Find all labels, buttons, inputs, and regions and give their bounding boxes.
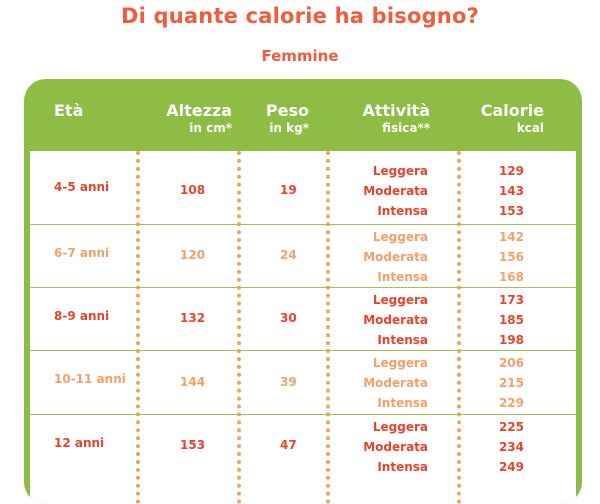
activity-cell: Leggera Moderata Intensa <box>350 290 428 350</box>
activity-intense: Intensa <box>377 460 428 474</box>
age-cell: 6-7 anni <box>54 246 110 260</box>
header-weight: Peso in kg* <box>249 101 309 136</box>
calories-intense: 153 <box>498 204 524 218</box>
weight-cell: 30 <box>280 311 297 325</box>
calories-intense: 229 <box>498 396 524 410</box>
height-cell: 144 <box>180 375 206 389</box>
weight-cell: 47 <box>280 438 297 452</box>
row-separator <box>30 287 576 288</box>
activity-light: Leggera <box>372 356 428 370</box>
calories-intense: 168 <box>498 270 524 284</box>
row-separator <box>30 224 576 225</box>
calories-cell: 206 215 229 <box>486 353 524 413</box>
header-age-label: Età <box>54 101 84 120</box>
activity-intense: Intensa <box>377 204 428 218</box>
calories-light: 206 <box>498 356 524 370</box>
header-calories: Calorie kcal <box>466 101 544 136</box>
activity-light: Leggera <box>372 164 428 178</box>
header-calories-label: Calorie <box>480 101 544 120</box>
weight-cell: 24 <box>280 248 297 262</box>
age-cell: 8-9 anni <box>54 309 110 323</box>
calories-light: 225 <box>498 420 524 434</box>
calories-cell: 129 143 153 <box>486 161 524 221</box>
height-cell: 132 <box>180 311 206 325</box>
header-weight-label: Peso <box>265 101 309 120</box>
column-divider <box>136 151 140 504</box>
header-height-label: Altezza <box>166 101 232 120</box>
calorie-table: Età Altezza in cm* Peso in kg* Attività … <box>24 79 582 504</box>
column-divider <box>457 151 461 504</box>
activity-moderate: Moderata <box>363 250 428 264</box>
activity-intense: Intensa <box>377 270 428 284</box>
calories-cell: 173 185 198 <box>486 290 524 350</box>
activity-cell: Leggera Moderata Intensa <box>350 353 428 413</box>
calories-moderate: 215 <box>498 376 524 390</box>
calories-intense: 249 <box>498 460 524 474</box>
height-cell: 120 <box>180 248 206 262</box>
header-activity: Attività fisica** <box>344 101 430 136</box>
activity-moderate: Moderata <box>363 184 428 198</box>
page-subtitle: Femmine <box>261 47 339 65</box>
column-divider <box>237 151 241 504</box>
table-body: 4-5 anni 108 19 Leggera Moderata Intensa… <box>30 151 576 504</box>
activity-light: Leggera <box>372 230 428 244</box>
header-calories-unit: kcal <box>516 121 544 135</box>
page-title: Di quante calorie ha bisogno? <box>121 4 479 28</box>
weight-cell: 39 <box>280 375 297 389</box>
activity-cell: Leggera Moderata Intensa <box>350 161 428 221</box>
calories-moderate: 156 <box>498 250 524 264</box>
activity-intense: Intensa <box>377 333 428 347</box>
activity-light: Leggera <box>372 293 428 307</box>
calories-moderate: 185 <box>498 313 524 327</box>
activity-moderate: Moderata <box>363 313 428 327</box>
header-activity-unit: fisica** <box>382 121 430 135</box>
height-cell: 153 <box>180 438 206 452</box>
age-cell: 12 anni <box>54 436 105 450</box>
activity-moderate: Moderata <box>363 376 428 390</box>
calories-light: 129 <box>498 164 524 178</box>
weight-cell: 19 <box>280 183 297 197</box>
calories-cell: 142 156 168 <box>486 227 524 287</box>
age-cell: 4-5 anni <box>54 180 110 194</box>
calories-moderate: 143 <box>498 184 524 198</box>
activity-cell: Leggera Moderata Intensa <box>350 417 428 477</box>
age-cell: 10-11 anni <box>54 372 126 386</box>
activity-light: Leggera <box>372 420 428 434</box>
header-height: Altezza in cm* <box>150 101 232 136</box>
header-age: Età <box>54 101 83 121</box>
header-height-unit: in cm* <box>189 121 232 135</box>
calories-moderate: 234 <box>498 440 524 454</box>
table-header: Età Altezza in cm* Peso in kg* Attività … <box>24 79 582 151</box>
column-divider <box>326 151 330 504</box>
header-activity-label: Attività <box>362 101 430 120</box>
calories-light: 173 <box>498 293 524 307</box>
activity-cell: Leggera Moderata Intensa <box>350 227 428 287</box>
calories-intense: 198 <box>498 333 524 347</box>
calories-light: 142 <box>498 230 524 244</box>
row-separator <box>30 414 576 415</box>
row-separator <box>30 350 576 351</box>
height-cell: 108 <box>180 183 206 197</box>
header-weight-unit: in kg* <box>269 121 309 135</box>
calories-cell: 225 234 249 <box>486 417 524 477</box>
activity-intense: Intensa <box>377 396 428 410</box>
activity-moderate: Moderata <box>363 440 428 454</box>
